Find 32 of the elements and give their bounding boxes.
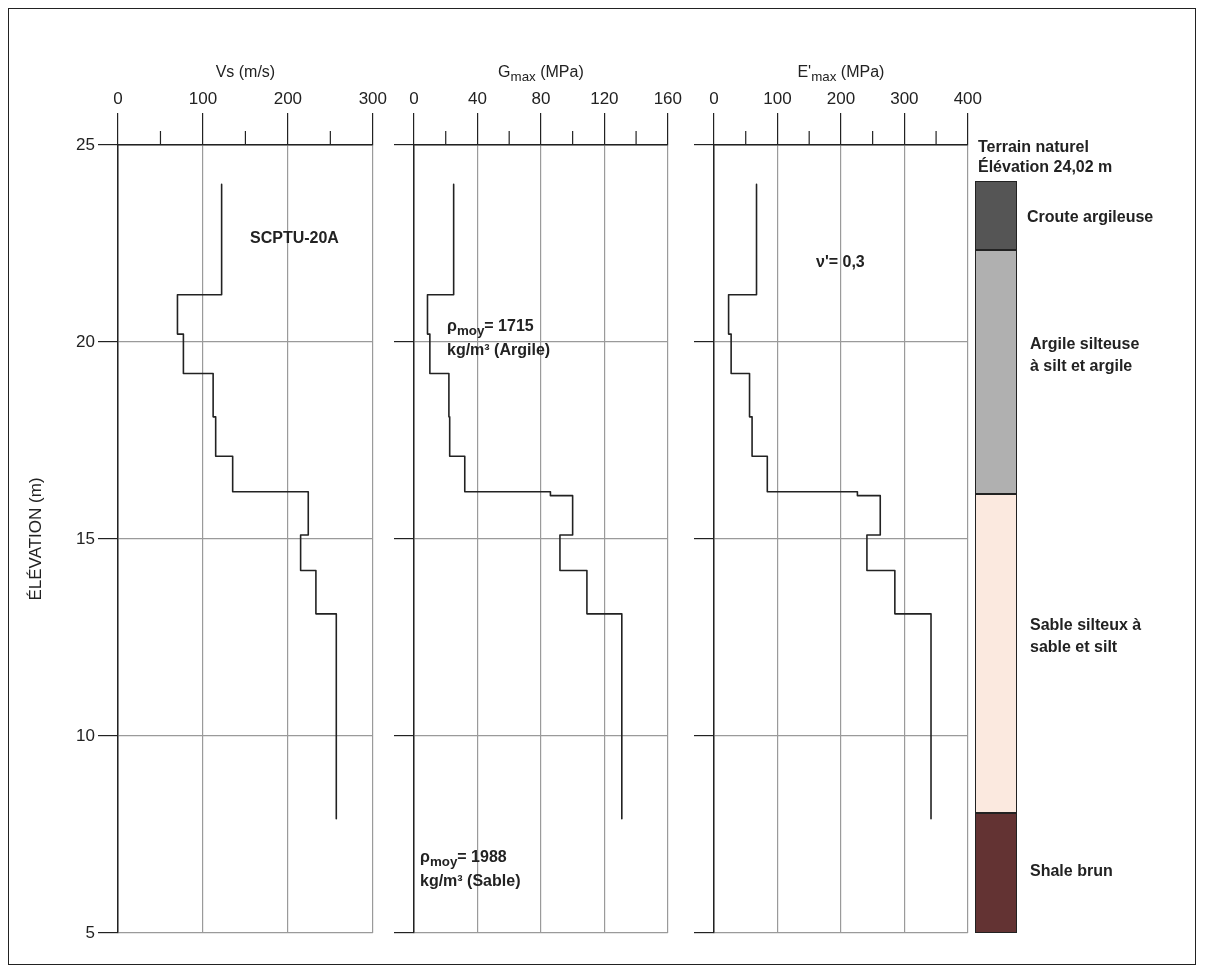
x-axis-title: E'$_{max}$ (MPa) <box>797 63 885 85</box>
text: Terrain naturel Élévation 24,02 m <box>978 137 1113 177</box>
text: Croute argileuse <box>1027 207 1154 227</box>
text: Argile silteuse à silt et argile <box>1030 334 1140 377</box>
x-axis-title: Vs (m/s) <box>215 63 276 81</box>
y-tick-label: 5 <box>85 922 95 942</box>
annotation: ν'= 0,3 <box>816 252 865 272</box>
x-tick-label: 0 <box>409 89 419 109</box>
x-tick-label: 160 <box>653 89 683 109</box>
x-tick-label: 100 <box>188 89 218 109</box>
annotation: ρ$_{moy}$= 1988 kg/m³ (Sable) <box>420 847 521 891</box>
x-tick-label: 40 <box>467 89 487 109</box>
annotation: SCPTU-20A <box>250 228 339 248</box>
y-tick-label: 20 <box>76 331 95 351</box>
text: Sable silteux à sable et silt <box>1030 615 1142 658</box>
y-axis-title: ÉLÉVATION (m) <box>25 477 45 601</box>
y-tick-label: 25 <box>76 134 95 154</box>
x-tick-label: 120 <box>590 89 619 109</box>
x-tick-label: 300 <box>358 89 388 109</box>
x-axis-title: G$_{max}$ (MPa) <box>498 63 584 85</box>
x-tick-label: 0 <box>113 89 123 109</box>
y-tick-label: 10 <box>76 725 95 745</box>
x-tick-label: 80 <box>531 89 551 109</box>
x-tick-label: 200 <box>826 89 856 109</box>
x-tick-label: 100 <box>763 89 792 109</box>
text: Shale brun <box>1030 861 1113 881</box>
y-tick-label: 15 <box>76 528 95 548</box>
x-tick-label: 0 <box>709 89 719 109</box>
annotation: ρ$_{moy}$= 1715 kg/m³ (Argile) <box>447 316 551 360</box>
x-tick-label: 300 <box>890 89 919 109</box>
x-tick-label: 400 <box>953 89 983 109</box>
x-tick-label: 200 <box>273 89 303 109</box>
